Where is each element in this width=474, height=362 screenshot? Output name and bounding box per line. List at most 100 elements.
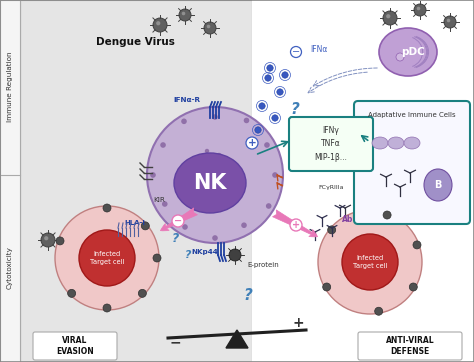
Circle shape xyxy=(291,46,301,58)
Circle shape xyxy=(265,75,271,81)
Text: ?: ? xyxy=(185,250,191,260)
Circle shape xyxy=(141,222,149,230)
Circle shape xyxy=(383,11,397,25)
Circle shape xyxy=(207,25,210,28)
Circle shape xyxy=(56,237,64,245)
Circle shape xyxy=(204,22,216,34)
Circle shape xyxy=(103,204,111,212)
Circle shape xyxy=(213,165,217,169)
Text: Ab: Ab xyxy=(342,215,354,224)
Circle shape xyxy=(259,103,265,109)
Text: NKp44: NKp44 xyxy=(191,249,218,255)
Text: IFNα-R: IFNα-R xyxy=(173,97,200,103)
Circle shape xyxy=(225,189,229,193)
Circle shape xyxy=(212,114,218,120)
FancyBboxPatch shape xyxy=(33,332,117,360)
Circle shape xyxy=(410,283,417,291)
Circle shape xyxy=(221,181,225,185)
Circle shape xyxy=(229,249,241,261)
Circle shape xyxy=(290,219,302,231)
Circle shape xyxy=(179,9,191,21)
Text: ?: ? xyxy=(244,287,253,303)
Circle shape xyxy=(342,234,398,290)
Circle shape xyxy=(374,307,383,315)
Bar xyxy=(20,0,252,362)
Text: Infected
Target cell: Infected Target cell xyxy=(353,255,387,269)
Text: KIR: KIR xyxy=(153,197,165,203)
FancyBboxPatch shape xyxy=(354,101,470,224)
Circle shape xyxy=(79,230,135,286)
Text: Infected
Target cell: Infected Target cell xyxy=(90,251,124,265)
Circle shape xyxy=(272,172,278,178)
Text: +: + xyxy=(247,138,256,148)
Circle shape xyxy=(205,181,209,185)
Ellipse shape xyxy=(404,137,420,149)
Circle shape xyxy=(328,226,336,234)
Circle shape xyxy=(41,233,55,247)
Circle shape xyxy=(138,289,146,297)
Text: Dengue Virus: Dengue Virus xyxy=(96,37,174,47)
Circle shape xyxy=(55,206,159,310)
Circle shape xyxy=(162,201,168,207)
Circle shape xyxy=(241,222,247,228)
Text: ?: ? xyxy=(291,102,300,118)
Circle shape xyxy=(197,157,201,161)
Text: Adaptative Immune Cells: Adaptative Immune Cells xyxy=(368,112,456,118)
Circle shape xyxy=(396,53,404,61)
Ellipse shape xyxy=(372,137,388,149)
Text: ANTI-VIRAL
DEFENSE: ANTI-VIRAL DEFENSE xyxy=(386,336,434,356)
Circle shape xyxy=(413,241,421,249)
Text: B: B xyxy=(434,180,442,190)
Circle shape xyxy=(153,18,167,32)
Circle shape xyxy=(272,115,278,121)
Text: IFNα: IFNα xyxy=(310,46,328,55)
Circle shape xyxy=(182,224,188,230)
Circle shape xyxy=(447,19,450,22)
Text: ?: ? xyxy=(172,232,179,244)
Circle shape xyxy=(150,172,156,178)
Text: HLA-I: HLA-I xyxy=(125,220,146,226)
Text: E-protein: E-protein xyxy=(247,262,279,268)
Text: FCγRIIIa: FCγRIIIa xyxy=(318,185,344,190)
Ellipse shape xyxy=(424,169,452,201)
Circle shape xyxy=(277,89,283,95)
Text: VIRAL
EVASION: VIRAL EVASION xyxy=(56,336,94,356)
Circle shape xyxy=(246,137,258,149)
Polygon shape xyxy=(226,330,248,348)
Circle shape xyxy=(417,7,420,10)
Circle shape xyxy=(44,236,48,240)
Circle shape xyxy=(195,185,200,189)
Text: NK: NK xyxy=(193,173,227,193)
Circle shape xyxy=(244,118,249,123)
Circle shape xyxy=(189,173,193,177)
Text: −: − xyxy=(169,335,181,349)
Circle shape xyxy=(229,161,233,165)
Circle shape xyxy=(153,254,161,262)
Circle shape xyxy=(383,211,391,219)
Text: Immune Regulation: Immune Regulation xyxy=(7,52,13,122)
Text: −: − xyxy=(292,47,300,57)
Circle shape xyxy=(323,283,331,291)
Circle shape xyxy=(147,107,283,243)
Text: −: − xyxy=(174,216,182,226)
Text: IFNγ
TNFα
MIP-1β...: IFNγ TNFα MIP-1β... xyxy=(315,126,347,162)
Circle shape xyxy=(444,16,456,28)
Ellipse shape xyxy=(174,153,246,213)
Circle shape xyxy=(182,12,185,15)
Circle shape xyxy=(282,72,288,78)
Circle shape xyxy=(414,4,426,16)
Text: pDC: pDC xyxy=(401,47,425,57)
Bar xyxy=(252,0,474,362)
Circle shape xyxy=(212,235,218,241)
Circle shape xyxy=(160,142,166,148)
Circle shape xyxy=(266,203,272,209)
Circle shape xyxy=(267,65,273,71)
Circle shape xyxy=(255,127,261,133)
Text: +: + xyxy=(292,220,300,230)
Circle shape xyxy=(217,153,221,157)
FancyBboxPatch shape xyxy=(289,117,373,171)
Circle shape xyxy=(205,149,209,153)
Circle shape xyxy=(209,193,213,197)
Circle shape xyxy=(172,215,184,227)
Ellipse shape xyxy=(388,137,404,149)
